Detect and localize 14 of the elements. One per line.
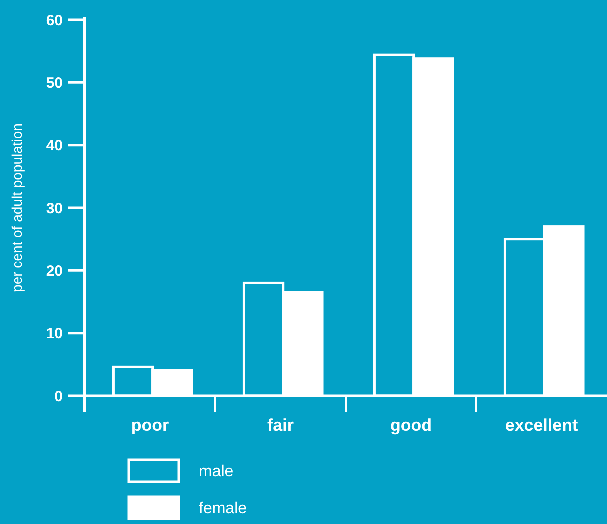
legend-label: male <box>199 464 234 481</box>
x-tick-label: good <box>390 416 432 435</box>
legend-label: female <box>199 500 248 518</box>
y-tick-label: 30 <box>46 200 63 218</box>
x-tick-label: poor <box>131 416 170 435</box>
y-tick-label: 50 <box>46 74 63 92</box>
x-tick-label: excellent <box>505 416 578 435</box>
y-tick-label: 0 <box>54 388 63 406</box>
y-tick-label: 60 <box>46 12 63 30</box>
y-tick-label: 40 <box>46 138 63 155</box>
x-tick-label: fair <box>268 416 294 435</box>
y-tick-label: 20 <box>46 262 63 280</box>
y-axis-title: per cent of adult population <box>9 124 25 292</box>
y-tick-label: 10 <box>46 326 63 343</box>
